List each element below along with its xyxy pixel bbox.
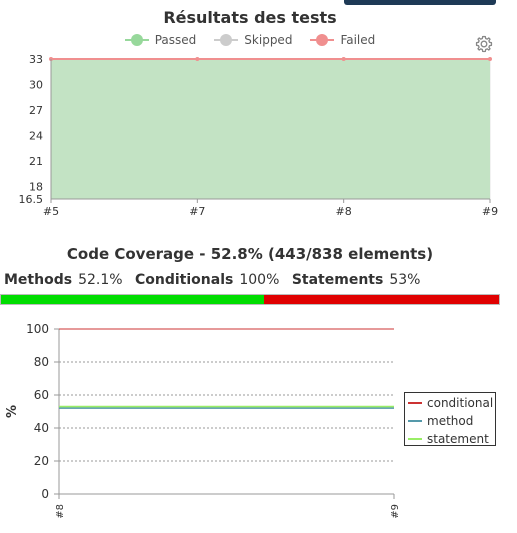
cov-y-tick-label: 20 bbox=[34, 454, 49, 468]
legend-swatch-passed bbox=[124, 34, 149, 46]
tests-y-tick-label: 21 bbox=[29, 155, 43, 168]
methods-label: Methods bbox=[4, 272, 73, 288]
tests-chart: 16.518 21 24 27 30 33 #5 #7 #8 #9 bbox=[19, 53, 499, 218]
tests-y-tick-label: 18 bbox=[29, 180, 43, 193]
methods-value: 52.1% bbox=[78, 272, 123, 288]
coverage-title: Code Coverage - 52.8% (443/838 elements) bbox=[66, 245, 434, 263]
cov-y-tick-label: 60 bbox=[34, 388, 49, 402]
legend-label-passed: Passed bbox=[154, 33, 197, 47]
tests-x-tick-label: #5 bbox=[43, 205, 59, 218]
legend-row-conditional: conditional bbox=[408, 394, 494, 412]
failed-point bbox=[488, 57, 492, 61]
tests-y-tick-label: 27 bbox=[29, 104, 43, 117]
tests-y-tick-label: 24 bbox=[29, 129, 43, 142]
coverage-trend-chart: 0 20 40 60 80 100% #8 #9 bbox=[5, 322, 401, 519]
legend-label-conditional: conditional bbox=[427, 396, 494, 410]
cov-x-tick-label: #9 bbox=[390, 504, 401, 519]
cov-y-axis-label: % bbox=[5, 405, 20, 418]
cov-y-tick-label: 100 bbox=[26, 322, 49, 336]
tests-y-tick-label: 33 bbox=[29, 53, 43, 66]
cov-y-tick-label: 0 bbox=[41, 487, 49, 501]
legend-label-failed: Failed bbox=[340, 33, 376, 47]
cov-y-tick-label: 40 bbox=[34, 421, 49, 435]
legend-row-method: method bbox=[408, 412, 492, 430]
coverage-bar-fill bbox=[1, 295, 264, 304]
passed-area bbox=[51, 59, 490, 199]
legend-label-statement: statement bbox=[427, 432, 489, 446]
coverage-bar bbox=[0, 294, 500, 305]
conditionals-value: 100% bbox=[239, 272, 280, 288]
tests-x-tick-label: #8 bbox=[336, 205, 352, 218]
legend-line-method bbox=[408, 420, 422, 422]
failed-point bbox=[195, 57, 200, 61]
cov-y-tick-label: 80 bbox=[34, 355, 49, 369]
conditionals-label: Conditionals bbox=[135, 272, 234, 288]
gear-icon[interactable] bbox=[474, 34, 494, 54]
legend-item-skipped[interactable]: Skipped bbox=[214, 33, 292, 47]
legend-item-passed[interactable]: Passed bbox=[124, 33, 197, 47]
legend-line-statement bbox=[408, 438, 422, 440]
legend-label-method: method bbox=[427, 414, 474, 428]
legend-row-statement: statement bbox=[408, 430, 492, 448]
tests-x-tick-label: #9 bbox=[482, 205, 498, 218]
tests-chart-title: Résultats des tests bbox=[163, 8, 337, 27]
failed-point bbox=[341, 57, 346, 61]
legend-swatch-skipped bbox=[214, 34, 239, 46]
top-button-strip[interactable] bbox=[344, 0, 496, 5]
coverage-chart-legend: conditional method statement bbox=[404, 392, 496, 446]
tests-legend: Passed Skipped Failed bbox=[0, 33, 500, 47]
legend-label-skipped: Skipped bbox=[244, 33, 293, 47]
coverage-stats: Methods 52.1% Conditionals 100% Statements… bbox=[4, 272, 428, 288]
legend-swatch-failed bbox=[310, 34, 335, 46]
statements-value: 53% bbox=[389, 272, 421, 288]
cov-x-tick-label: #8 bbox=[55, 504, 66, 519]
tests-y-tick-label: 30 bbox=[29, 78, 43, 91]
legend-item-failed[interactable]: Failed bbox=[310, 33, 375, 47]
tests-y-tick-label: 16.5 bbox=[19, 193, 44, 206]
legend-line-conditional bbox=[408, 402, 422, 404]
statements-label: Statements bbox=[291, 272, 384, 288]
tests-x-tick-label: #7 bbox=[189, 205, 205, 218]
